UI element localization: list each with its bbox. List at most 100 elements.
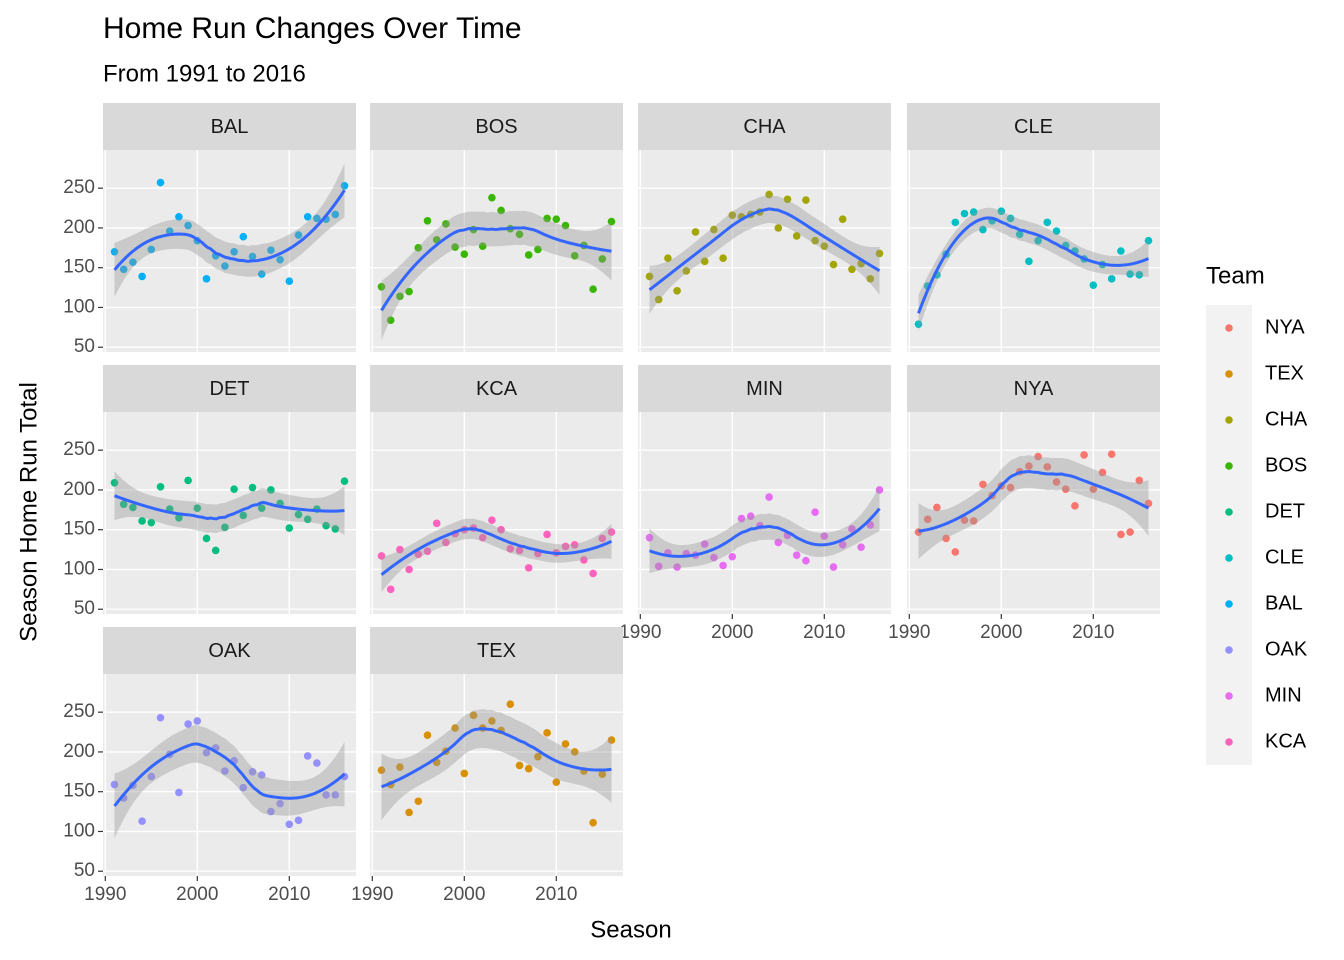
point xyxy=(451,243,459,251)
point xyxy=(691,228,700,236)
legend-label: BAL xyxy=(1265,592,1303,614)
point xyxy=(765,190,773,199)
point xyxy=(792,232,801,240)
smooth-band xyxy=(114,471,345,536)
point xyxy=(377,282,386,291)
point xyxy=(119,265,128,274)
y-tick-label: 150 xyxy=(63,519,95,540)
point xyxy=(960,209,969,218)
point xyxy=(1089,485,1098,493)
point xyxy=(1043,218,1052,227)
smooth-line xyxy=(380,727,612,789)
legend-label: DET xyxy=(1265,500,1305,522)
point xyxy=(654,295,663,304)
point xyxy=(211,546,220,555)
point xyxy=(728,552,737,561)
x-tick-label: 2000 xyxy=(443,884,485,905)
legend-label: NYA xyxy=(1265,316,1305,338)
panel-background xyxy=(103,674,356,876)
point xyxy=(561,542,570,551)
chart-title: Home Run Changes Over Time xyxy=(103,12,522,45)
point xyxy=(331,210,340,219)
point xyxy=(969,517,978,525)
point xyxy=(285,524,294,532)
point xyxy=(405,565,413,574)
panel-background xyxy=(370,412,623,614)
strip-label: KCA xyxy=(476,378,518,400)
point xyxy=(303,752,312,760)
point xyxy=(645,533,654,542)
point xyxy=(488,516,496,524)
legend-title: Team xyxy=(1206,262,1265,289)
point xyxy=(257,771,266,779)
y-tick-label: 50 xyxy=(74,860,95,881)
x-tick-label: 2000 xyxy=(176,884,218,905)
point xyxy=(820,242,829,251)
point xyxy=(156,713,165,722)
point xyxy=(221,262,229,270)
point xyxy=(221,523,229,532)
point xyxy=(1052,478,1061,486)
point xyxy=(534,752,542,761)
point xyxy=(951,218,960,227)
x-tick-label: 2000 xyxy=(980,622,1022,643)
point xyxy=(783,195,792,204)
point xyxy=(138,817,146,825)
strip-label: BAL xyxy=(211,116,249,138)
legend-label: CHA xyxy=(1265,408,1308,430)
point xyxy=(792,551,801,559)
x-tick-label: 1990 xyxy=(619,622,661,643)
point xyxy=(598,770,607,779)
point xyxy=(673,563,681,571)
panel-background xyxy=(907,412,1160,614)
point xyxy=(460,250,469,258)
smooth-band xyxy=(114,163,345,297)
y-tick-label: 50 xyxy=(74,336,95,357)
point xyxy=(175,788,183,797)
legend-swatch xyxy=(1225,416,1233,424)
y-tick-label: 150 xyxy=(63,781,95,802)
point xyxy=(442,538,450,547)
point xyxy=(147,518,156,527)
point xyxy=(506,700,515,709)
point xyxy=(478,242,487,251)
point xyxy=(423,731,432,740)
point xyxy=(543,729,551,737)
point xyxy=(607,736,616,744)
legend-label: BOS xyxy=(1265,454,1307,476)
point xyxy=(331,791,340,799)
point xyxy=(1135,476,1144,485)
point xyxy=(414,550,423,559)
legend-swatch xyxy=(1225,554,1233,562)
point xyxy=(129,258,137,266)
panel-background xyxy=(638,412,891,614)
smooth-line xyxy=(380,226,612,312)
point xyxy=(1034,452,1042,461)
strip-label: CLE xyxy=(1014,116,1053,138)
point xyxy=(820,532,829,540)
point xyxy=(423,547,432,555)
point xyxy=(700,540,709,548)
point xyxy=(654,562,663,571)
point xyxy=(239,511,248,520)
point xyxy=(700,257,709,266)
y-tick-label: 200 xyxy=(63,741,95,762)
point xyxy=(1052,227,1061,235)
point xyxy=(497,525,505,534)
point xyxy=(552,778,561,786)
point xyxy=(506,544,515,553)
point xyxy=(848,525,856,533)
point xyxy=(239,232,248,241)
point xyxy=(478,533,487,542)
legend-label: CLE xyxy=(1265,546,1304,568)
point xyxy=(524,764,533,773)
point xyxy=(515,230,524,239)
point xyxy=(432,519,441,528)
x-tick-label: 2000 xyxy=(711,622,753,643)
point xyxy=(285,277,294,286)
point xyxy=(728,211,737,220)
point xyxy=(829,260,838,269)
point xyxy=(580,556,588,564)
legend-label: KCA xyxy=(1265,730,1307,752)
smooth-band xyxy=(649,194,880,314)
